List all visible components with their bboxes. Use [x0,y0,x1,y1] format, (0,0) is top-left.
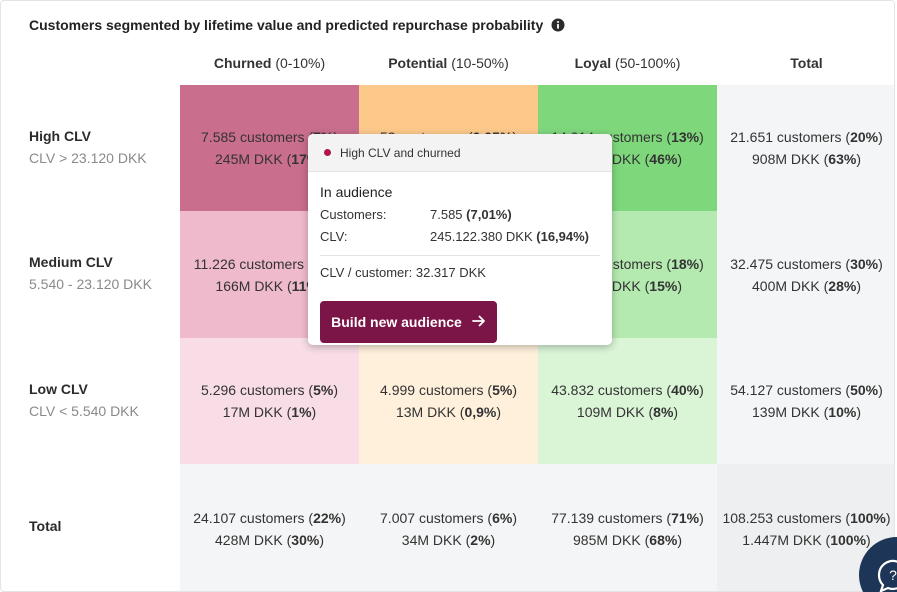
cell-value: 109M DKK (8%) [576,404,679,420]
segment-cell-total-potential[interactable]: 7.007 customers (6%) 34M DKK (2%) [359,464,538,591]
build-new-audience-button[interactable]: Build new audience [320,301,497,343]
cell-customers: 77.139 customers (71%) [551,509,704,526]
cell-customers: 24.107 customers (22%) [193,509,346,526]
chat-help-button[interactable]: ? [859,537,897,592]
tooltip-clv-row: CLV: 245.122.380 DKK (16,94%) [320,229,590,244]
tooltip-divider [320,255,600,256]
row-subtitle: CLV > 23.120 DKK [29,150,147,166]
segment-dot [324,149,331,156]
svg-text:?: ? [889,567,897,583]
tooltip-section-title: In audience [320,184,393,200]
cell-customers: 5.296 customers (5%) [201,382,338,398]
row-title: High CLV [29,128,91,144]
row-header-high-clv: High CLV CLV > 23.120 DKK [29,125,147,169]
tooltip-title: High CLV and churned [340,145,461,160]
tooltip-header: High CLV and churned [308,134,612,172]
arrow-right-icon [471,314,486,330]
cell-value: 13M DKK (0,9%) [395,404,502,420]
chat-help-icon: ? [877,559,897,592]
cell-value: 985M DKK (68%) [573,531,682,548]
tooltip-customers-row: Customers: 7.585 (7,01%) [320,207,512,222]
cell-customers: 43.832 customers (40%) [551,382,704,398]
segment-cell-low-clv-potential[interactable]: 4.999 customers (5%) 13M DKK (0,9%) [359,338,538,464]
cell-value: 1.447M DKK (100%) [742,531,871,548]
segment-cell-low-clv-loyal[interactable]: 43.832 customers (40%) 109M DKK (8%) [538,338,717,464]
column-header-churned: Churned (0-10%) [213,55,326,71]
row-header-total: Total [29,515,61,537]
info-icon[interactable] [551,18,565,32]
column-header-total: Total [790,55,823,71]
cell-value: 400M DKK (28%) [752,277,861,294]
row-subtitle: CLV < 5.540 DKK [29,403,139,419]
tooltip-clv-per-customer-row: CLV / customer: 32.317 DKK [320,265,486,280]
segment-cell-low-clv-total[interactable]: 54.127 customers (50%) 139M DKK (10%) [717,338,894,464]
cell-value: 34M DKK (2%) [401,531,496,548]
segment-tooltip: High CLV and churned In audience Custome… [308,134,612,345]
cell-value: 908M DKK (63%) [752,151,861,167]
segment-cell-total-churned[interactable]: 24.107 customers (22%) 428M DKK (30%) [180,464,359,591]
segment-cell-low-clv-churned[interactable]: 5.296 customers (5%) 17M DKK (1%) [180,338,359,464]
card-header: Customers segmented by lifetime value an… [29,17,565,33]
cell-customers: 7.007 customers (6%) [380,509,517,526]
cell-value: 139M DKK (10%) [752,404,861,420]
segment-cell-medium-clv-total[interactable]: 32.475 customers (30%) 400M DKK (28%) [717,211,894,338]
row-title: Medium CLV [29,254,113,270]
cell-customers: 54.127 customers (50%) [730,382,883,398]
cell-customers: 108.253 customers (100%) [722,509,891,526]
cell-value: 17M DKK (1%) [222,404,317,420]
row-header-low-clv: Low CLV CLV < 5.540 DKK [29,378,139,422]
row-subtitle: 5.540 - 23.120 DKK [29,276,152,292]
card-title: Customers segmented by lifetime value an… [29,17,544,33]
segment-cell-high-clv-total[interactable]: 21.651 customers (20%) 908M DKK (63%) [717,85,894,211]
cell-customers: 32.475 customers (30%) [730,255,883,272]
segment-cell-total-loyal[interactable]: 77.139 customers (71%) 985M DKK (68%) [538,464,717,591]
column-header-loyal: Loyal (50-100%) [574,55,681,71]
row-header-medium-clv: Medium CLV 5.540 - 23.120 DKK [29,251,152,295]
cell-customers: 4.999 customers (5%) [380,382,517,398]
cell-customers: 21.651 customers (20%) [730,129,883,145]
cell-value: 428M DKK (30%) [215,531,324,548]
row-title: Low CLV [29,381,88,397]
column-header-potential: Potential (10-50%) [388,55,509,71]
row-title: Total [29,518,62,534]
